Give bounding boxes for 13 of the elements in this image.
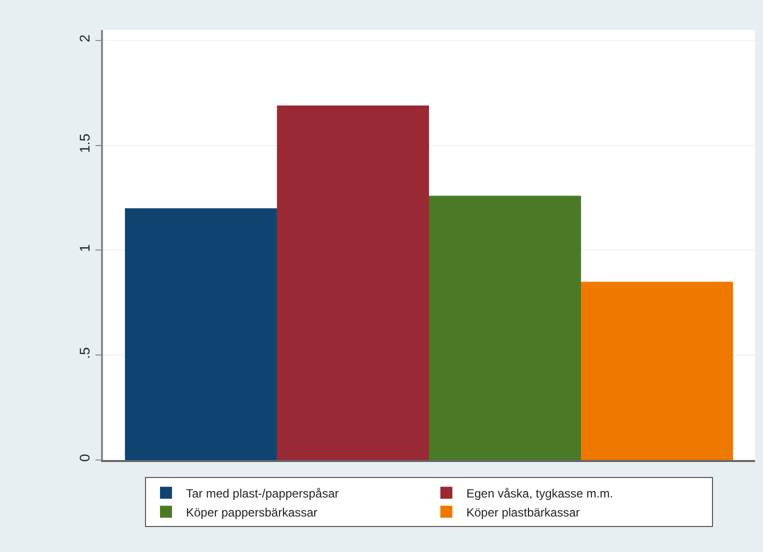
legend-label: Köper pappersbärkassar xyxy=(186,505,318,520)
bar xyxy=(124,208,277,460)
y-tick-label: 2 xyxy=(76,34,93,42)
bar xyxy=(276,106,429,460)
legend-label: Tar med plast-/papperspåsar xyxy=(186,486,339,500)
y-tick-label: .5 xyxy=(76,346,93,359)
bar xyxy=(581,282,734,460)
legend-label: Köper plastbärkassar xyxy=(466,505,580,520)
legend-label: Egen våska, tygkasse m.m. xyxy=(466,486,614,500)
y-tick-label: 1.5 xyxy=(76,133,93,154)
bar xyxy=(429,196,582,460)
y-tick-label: 0 xyxy=(76,454,93,462)
y-tick-label: 1 xyxy=(76,244,93,252)
